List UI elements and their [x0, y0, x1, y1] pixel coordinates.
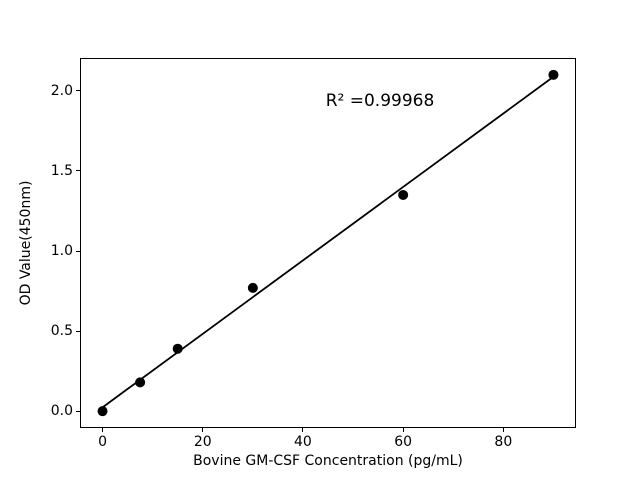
- x-tick-mark: [502, 428, 504, 432]
- y-tick-mark: [76, 90, 80, 92]
- x-tick-label: 0: [98, 434, 107, 450]
- x-tick-mark: [202, 428, 204, 432]
- plot-canvas: [80, 58, 576, 428]
- fit-line: [102, 76, 554, 409]
- y-tick-mark: [76, 330, 80, 332]
- x-tick-label: 20: [193, 434, 212, 450]
- x-tick-mark: [102, 428, 104, 432]
- y-tick-mark: [76, 170, 80, 172]
- x-tick-label: 80: [494, 434, 513, 450]
- data-point: [97, 406, 108, 417]
- r-squared-annotation: R² =0.99968: [325, 91, 435, 111]
- x-tick-label: 40: [294, 434, 312, 450]
- data-point: [172, 343, 183, 354]
- y-tick-label: 2.0: [50, 82, 73, 99]
- data-point: [135, 377, 146, 388]
- y-tick-mark: [76, 250, 80, 252]
- plot-area: R² =0.99968: [80, 58, 576, 428]
- data-point: [398, 189, 409, 200]
- y-tick-label: 1.5: [50, 162, 73, 179]
- x-tick-label: 60: [394, 434, 413, 450]
- x-tick-mark: [402, 428, 404, 432]
- plot-frame: [80, 58, 576, 428]
- y-tick-mark: [76, 410, 80, 412]
- y-tick-label: 1.0: [50, 243, 73, 259]
- y-tick-label: 0.5: [50, 323, 73, 340]
- y-tick-label: 0.0: [50, 403, 73, 420]
- data-point: [247, 282, 258, 293]
- data-point: [548, 69, 559, 80]
- x-axis-label: Bovine GM-CSF Concentration (pg/mL): [193, 453, 463, 469]
- x-tick-mark: [302, 428, 304, 432]
